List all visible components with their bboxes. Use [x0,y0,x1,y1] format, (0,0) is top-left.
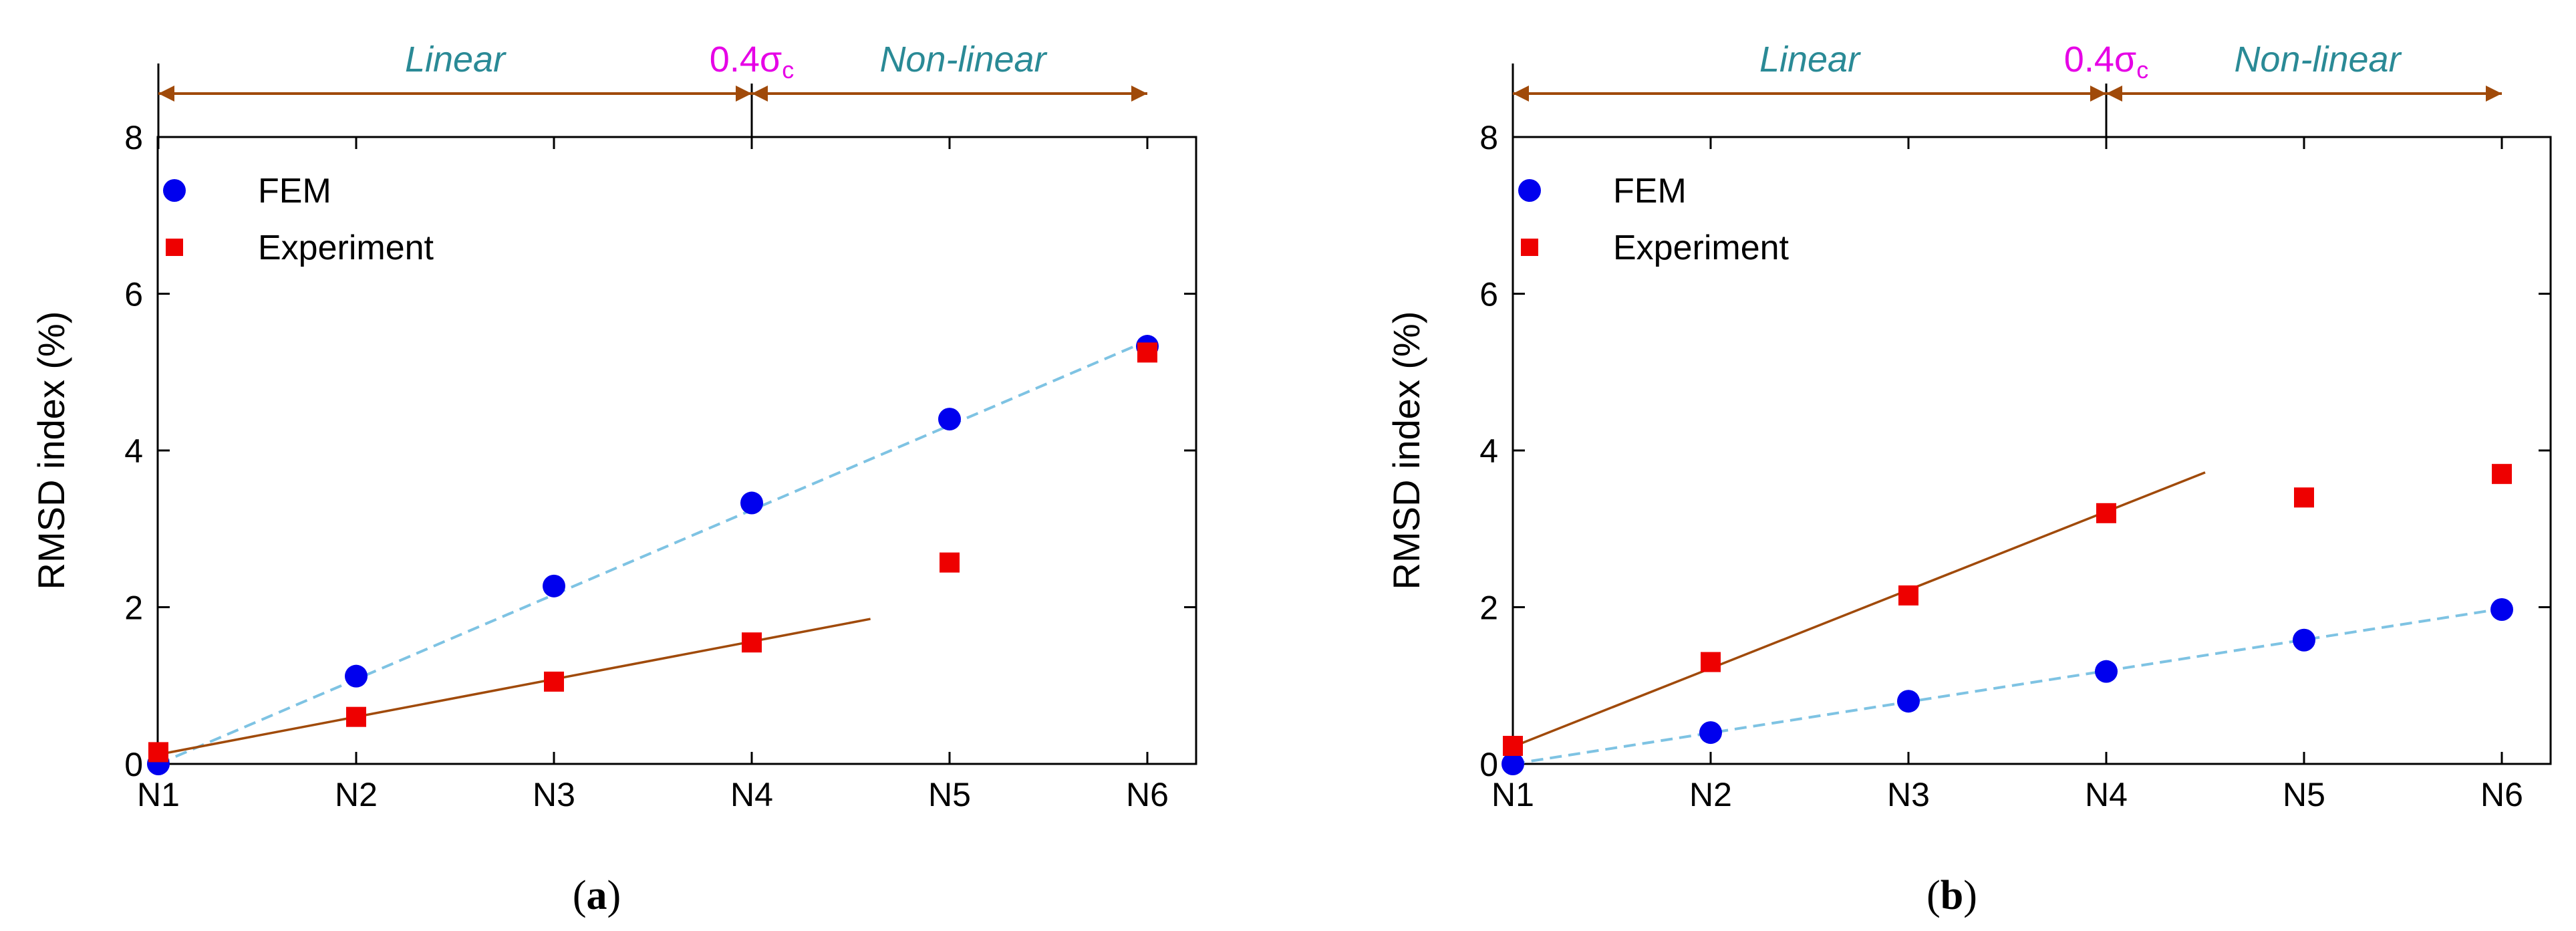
panel-a-xtick-label: N6 [1126,776,1169,813]
panel-a-ytick-label: 0 [124,746,143,783]
panel-b-fem-point [1699,721,1722,745]
panel-a-fem-point [938,408,961,431]
panel-a-panel-label: (a) [573,873,621,918]
panel-b-legend-experiment-marker [1521,239,1538,256]
panel-b-ytick-label: 2 [1479,589,1498,627]
panel-a-legend-fem-label: FEM [258,172,331,211]
panel-a-panel-label-letter: a [587,873,607,918]
panel-b-xtick-label: N1 [1491,776,1534,813]
panel-a-ytick-label: 8 [124,119,143,156]
panel-b-experiment-point [2096,503,2116,523]
panel-a-ytick-label: 4 [124,432,143,470]
panel-b-threshold-base: 0.4σ [2064,39,2136,80]
panel-a-experiment-point [940,552,960,573]
panel-a-xtick-label: N1 [137,776,180,813]
panel-b-threshold-label: 0.4σc [2064,39,2148,84]
panel-b: 0 2 4 6 8 N1 N2 N3 N4 N5 N6 RMSD index (%) FEM Experi… [1385,39,2552,918]
panel-a-linear-label: Linear [405,39,507,80]
panel-b-ytick-label: 8 [1479,119,1498,156]
panel-a-ytick-label: 6 [124,276,143,313]
panel-a-fem-point [543,574,565,597]
panel-a-legend-experiment-label: Experiment [258,229,434,267]
panel-b-xtick-label: N6 [2480,776,2523,813]
panel-b-fit-line-experiment [1512,471,2206,748]
panel-b-xtick-label: N2 [1689,776,1732,813]
panel-b-ytick-label: 6 [1479,276,1498,313]
panel-a-xtick-label: N5 [928,776,971,813]
panel-a-legend-experiment-marker [166,239,183,256]
panel-a-legend-fem-marker [163,179,186,202]
panel-b-experiment-point [1503,736,1523,757]
panel-b-panel-label: (b) [1926,873,1977,918]
panel-b-ytick-label: 0 [1479,746,1498,783]
panel-a-xtick-label: N4 [730,776,773,813]
panel-b-legend-fem-marker [1518,179,1541,202]
panel-a-experiment-point [544,671,564,692]
panel-b-panel-label-close: ) [1963,873,1977,918]
panel-b-linear-label: Linear [1759,39,1861,80]
panel-b-experiment-point [2492,464,2512,485]
panel-b-fem-point [2490,598,2513,622]
panel-b-y-axis-label: RMSD index (%) [1385,311,1427,590]
panel-a-fit-line-experiment [158,618,871,756]
panel-a-panel-label-close: ) [607,873,621,918]
panel-a-threshold-sub: c [782,56,794,84]
panel-b-panel-label-letter: b [1941,873,1963,918]
panel-a-threshold-base: 0.4σ [710,39,782,80]
panel-a-threshold-label: 0.4σc [710,39,794,84]
panel-b-fem-point [1501,753,1524,775]
panel-b-fem-point [2293,628,2315,652]
panel-a-fem-point [740,491,763,515]
panel-b-xtick-label: N3 [1887,776,1930,813]
panel-b-nonlinear-label: Non-linear [2234,39,2402,80]
panel-b-legend-experiment-label: Experiment [1613,229,1790,267]
panel-a-experiment-point [1137,342,1157,363]
panel-a-experiment-point [346,706,366,727]
panel-b-panel-label-open: ( [1926,873,1941,918]
panel-a-experiment-point [742,632,762,653]
panel-b-experiment-point [2294,487,2314,508]
panel-b-xtick-label: N5 [2283,776,2325,813]
panel-b-experiment-point [1701,652,1721,672]
panel-b-xtick-label: N4 [2085,776,2128,813]
panel-a-xtick-label: N2 [335,776,378,813]
panel-b-fit-line-fem [1512,607,2502,765]
panel-b-threshold-sub: c [2136,56,2148,84]
panel-b-fem-point [1897,690,1920,713]
panel-a: 0 2 4 6 8 N1 N2 N3 N4 N5 N6 RMSD index (%) FEM Experi… [30,39,1197,918]
panel-b-experiment-point [1898,585,1918,606]
panel-a-xtick-label: N3 [533,776,575,813]
panel-a-ytick-label: 2 [124,589,143,627]
panel-a-fem-point [345,664,368,688]
panel-a-nonlinear-label: Non-linear [879,39,1047,80]
panel-b-legend-fem-label: FEM [1613,172,1687,211]
panel-a-y-axis-label: RMSD index (%) [30,311,72,590]
panel-a-fit-line-fem [158,340,1148,765]
panel-b-ytick-label: 4 [1479,432,1498,470]
panel-a-panel-label-open: ( [573,873,587,918]
panel-b-fem-point [2095,660,2118,683]
panel-a-experiment-point [148,742,168,763]
